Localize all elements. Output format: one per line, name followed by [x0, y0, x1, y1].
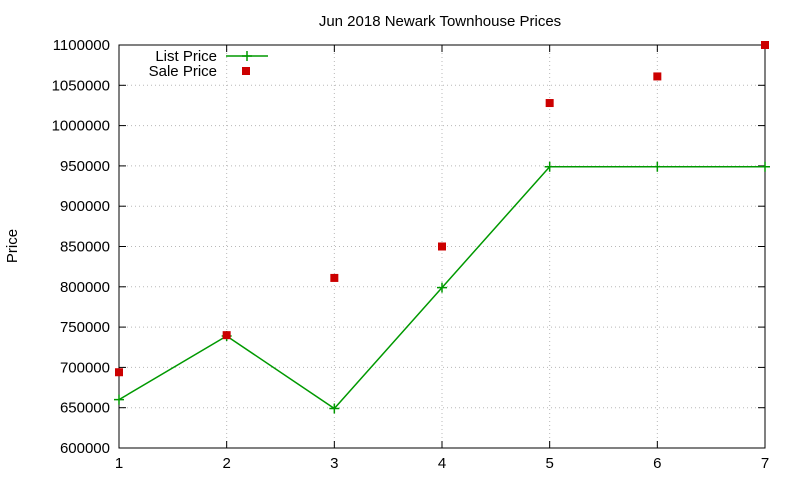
legend-marker-sale-price — [242, 67, 250, 75]
data-point-sale-price — [653, 72, 662, 81]
data-point-list-price — [329, 403, 340, 414]
y-tick-label: 650000 — [60, 400, 110, 417]
chart-title: Jun 2018 Newark Townhouse Prices — [319, 13, 561, 30]
x-tick-label: 2 — [222, 455, 230, 472]
data-point-sale-price — [330, 273, 339, 282]
x-tick-label: 1 — [115, 455, 123, 472]
data-point-sale-price — [545, 99, 554, 108]
y-tick-label: 700000 — [60, 359, 110, 376]
data-point-list-price — [544, 161, 555, 172]
y-tick-label: 900000 — [60, 198, 110, 215]
x-tick-label: 4 — [438, 455, 446, 472]
data-point-sale-price — [761, 41, 769, 49]
legend-marker-list-price — [242, 51, 252, 61]
legend: List Price Sale Price — [149, 48, 268, 80]
data-point-sale-price — [222, 331, 231, 340]
x-tick-label: 5 — [545, 455, 553, 472]
axis-ticks: 600000 650000 700000 750000 800000 850000 9000… — [52, 37, 770, 472]
x-tick-label: 3 — [330, 455, 338, 472]
y-tick-label: 800000 — [60, 279, 110, 296]
y-tick-label: 600000 — [60, 440, 110, 457]
data-point-list-price — [437, 282, 447, 293]
data-point-list-price — [652, 161, 663, 172]
legend-label-list-price: List Price — [155, 48, 217, 65]
y-tick-label: 1050000 — [52, 77, 110, 94]
y-axis-label: Price — [4, 229, 21, 263]
data-point-sale-price — [115, 368, 123, 377]
y-tick-label: 1000000 — [52, 118, 110, 135]
legend-label-sale-price: Sale Price — [149, 63, 217, 80]
data-point-sale-price — [438, 242, 446, 251]
y-tick-label: 950000 — [60, 158, 110, 175]
x-tick-label: 6 — [653, 455, 661, 472]
y-tick-label: 750000 — [60, 319, 110, 336]
series-layer — [114, 41, 770, 414]
y-tick-label: 850000 — [60, 239, 110, 256]
data-point-list-price — [760, 161, 770, 172]
data-point-list-price — [114, 394, 124, 405]
x-tick-label: 7 — [761, 455, 769, 472]
y-tick-label: 1100000 — [53, 37, 110, 54]
